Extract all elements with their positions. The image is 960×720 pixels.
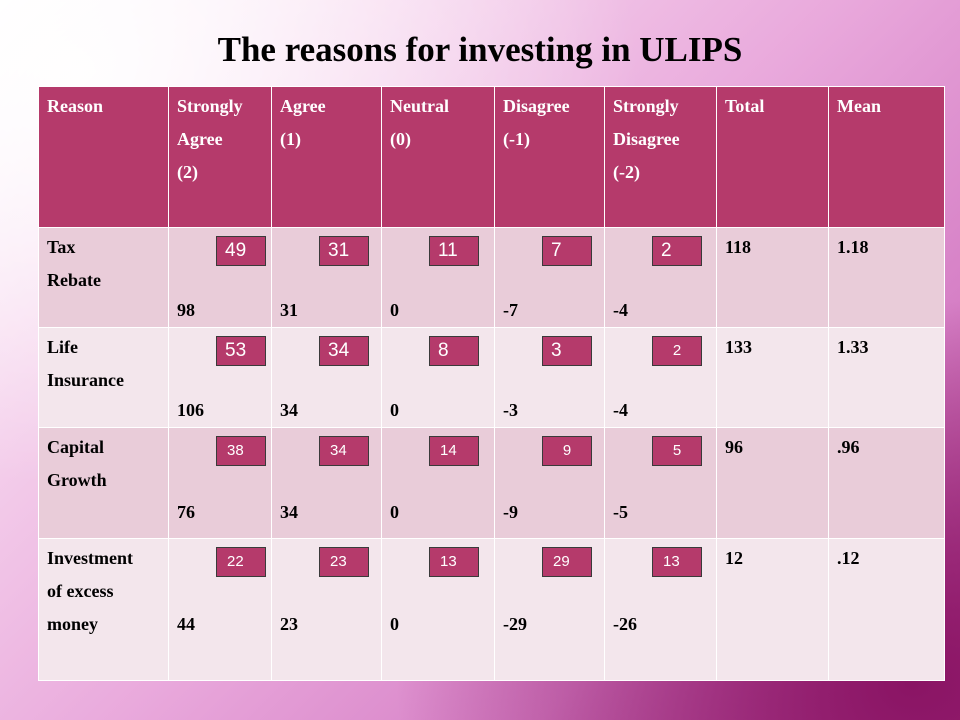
score-cell: 53 106 bbox=[168, 327, 272, 428]
score-value: 34 bbox=[280, 502, 298, 522]
score-value: -4 bbox=[613, 300, 628, 320]
header-disagree: Disagree (-1) bbox=[494, 86, 605, 228]
count-box: 8 bbox=[429, 336, 479, 366]
score-value: 106 bbox=[177, 400, 204, 420]
score-cell: 5 -5 bbox=[604, 427, 717, 539]
header-agree: Agree (1) bbox=[271, 86, 382, 228]
score-cell: 38 76 bbox=[168, 427, 272, 539]
table-row: Investment of excess money 22 44 23 23 13 0… bbox=[38, 538, 945, 681]
header-strongly-agree: Strongly Agree (2) bbox=[168, 86, 272, 228]
score-value: 98 bbox=[177, 300, 195, 320]
score-value: -3 bbox=[503, 400, 518, 420]
table-row: Capital Growth 38 76 34 34 14 0 9 -9 5 -5 96 … bbox=[38, 427, 945, 539]
score-value: 34 bbox=[280, 400, 298, 420]
score-cell: 34 34 bbox=[271, 427, 382, 539]
ulip-reasons-table: Reason Strongly Agree (2) Agree (1) Neut… bbox=[38, 86, 945, 681]
count-box: 5 bbox=[652, 436, 702, 466]
score-value: 76 bbox=[177, 502, 195, 522]
header-total: Total bbox=[716, 86, 829, 228]
score-cell: 22 44 bbox=[168, 538, 272, 681]
score-cell: 49 98 bbox=[168, 227, 272, 328]
count-box: 3 bbox=[542, 336, 592, 366]
total-cell: 133 bbox=[716, 327, 829, 428]
score-cell: 2 -4 bbox=[604, 227, 717, 328]
score-value: -7 bbox=[503, 300, 518, 320]
count-box: 23 bbox=[319, 547, 369, 577]
count-box: 14 bbox=[429, 436, 479, 466]
score-value: -29 bbox=[503, 614, 527, 634]
score-cell: 23 23 bbox=[271, 538, 382, 681]
score-value: 0 bbox=[390, 614, 399, 634]
reason-cell: Tax Rebate bbox=[38, 227, 169, 328]
reason-cell: Investment of excess money bbox=[38, 538, 169, 681]
reason-cell: Capital Growth bbox=[38, 427, 169, 539]
count-box: 13 bbox=[429, 547, 479, 577]
score-cell: 11 0 bbox=[381, 227, 495, 328]
mean-cell: .12 bbox=[828, 538, 945, 681]
score-cell: 7 -7 bbox=[494, 227, 605, 328]
count-box: 34 bbox=[319, 336, 369, 366]
score-value: -4 bbox=[613, 400, 628, 420]
header-reason: Reason bbox=[38, 86, 169, 228]
score-value: 44 bbox=[177, 614, 195, 634]
mean-cell: .96 bbox=[828, 427, 945, 539]
count-box: 2 bbox=[652, 336, 702, 366]
score-cell: 31 31 bbox=[271, 227, 382, 328]
score-cell: 2 -4 bbox=[604, 327, 717, 428]
slide-title: The reasons for investing in ULIPS bbox=[217, 30, 743, 69]
score-value: 0 bbox=[390, 300, 399, 320]
header-row: Reason Strongly Agree (2) Agree (1) Neut… bbox=[38, 86, 945, 228]
score-cell: 13 -26 bbox=[604, 538, 717, 681]
header-strongly-disagree: Strongly Disagree (-2) bbox=[604, 86, 717, 228]
score-cell: 9 -9 bbox=[494, 427, 605, 539]
score-value: -26 bbox=[613, 614, 637, 634]
count-box: 2 bbox=[652, 236, 702, 266]
total-cell: 96 bbox=[716, 427, 829, 539]
count-box: 9 bbox=[542, 436, 592, 466]
count-box: 11 bbox=[429, 236, 479, 266]
score-value: 23 bbox=[280, 614, 298, 634]
count-box: 29 bbox=[542, 547, 592, 577]
count-box: 38 bbox=[216, 436, 266, 466]
count-box: 31 bbox=[319, 236, 369, 266]
count-box: 53 bbox=[216, 336, 266, 366]
score-value: 0 bbox=[390, 400, 399, 420]
count-box: 49 bbox=[216, 236, 266, 266]
score-cell: 34 34 bbox=[271, 327, 382, 428]
total-cell: 12 bbox=[716, 538, 829, 681]
score-cell: 14 0 bbox=[381, 427, 495, 539]
mean-cell: 1.18 bbox=[828, 227, 945, 328]
score-value: -5 bbox=[613, 502, 628, 522]
reason-cell: Life Insurance bbox=[38, 327, 169, 428]
score-cell: 13 0 bbox=[381, 538, 495, 681]
count-box: 22 bbox=[216, 547, 266, 577]
score-cell: 29 -29 bbox=[494, 538, 605, 681]
total-cell: 118 bbox=[716, 227, 829, 328]
table-row: Tax Rebate 49 98 31 31 11 0 7 -7 2 -4 118 1.1… bbox=[38, 227, 945, 328]
count-box: 13 bbox=[652, 547, 702, 577]
count-box: 34 bbox=[319, 436, 369, 466]
score-value: 0 bbox=[390, 502, 399, 522]
score-cell: 3 -3 bbox=[494, 327, 605, 428]
count-box: 7 bbox=[542, 236, 592, 266]
header-mean: Mean bbox=[828, 86, 945, 228]
score-value: -9 bbox=[503, 502, 518, 522]
mean-cell: 1.33 bbox=[828, 327, 945, 428]
header-neutral: Neutral (0) bbox=[381, 86, 495, 228]
score-value: 31 bbox=[280, 300, 298, 320]
